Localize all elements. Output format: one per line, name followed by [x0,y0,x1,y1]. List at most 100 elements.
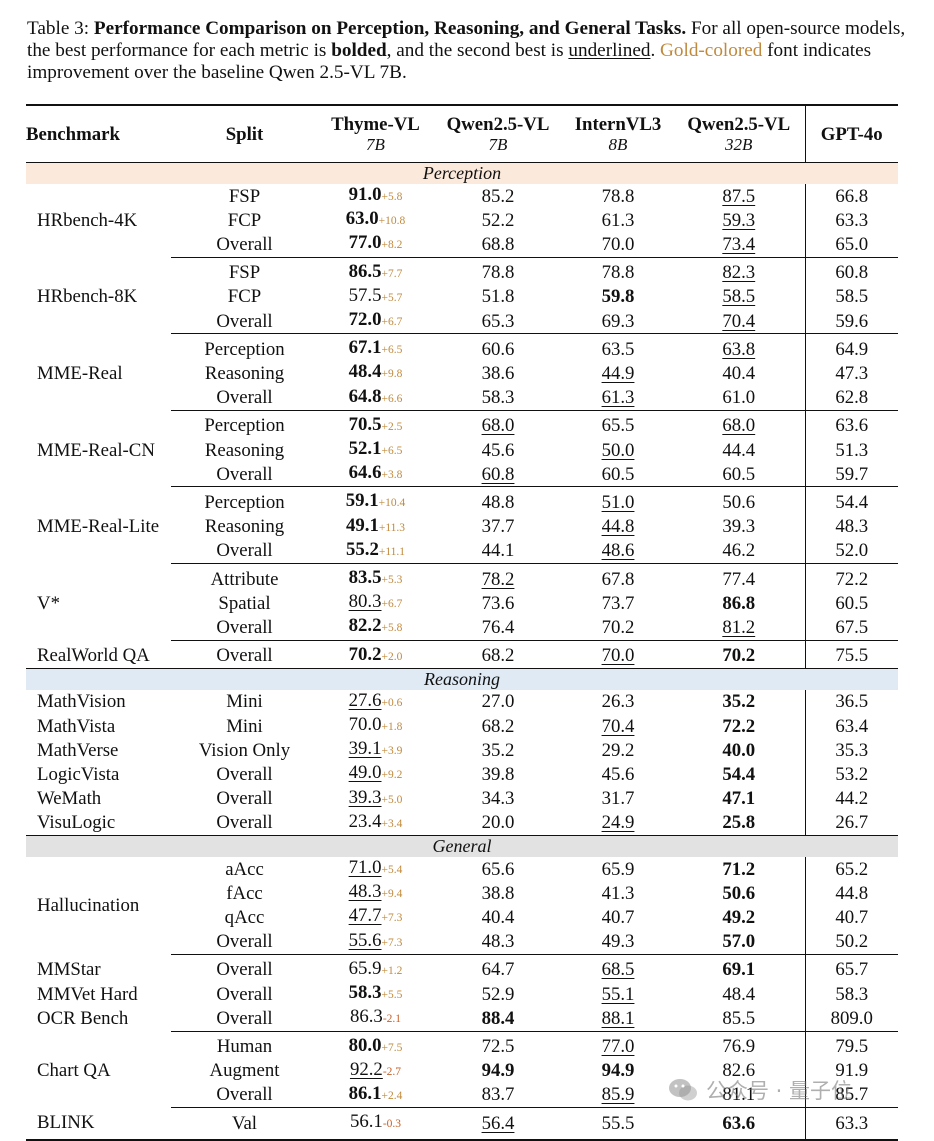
cell-benchmark: WeMath [37,788,102,810]
value-qwen32: 86.8 [722,592,756,614]
table-row: Reasoning 49.1+11.3 37.7 44.8 39.3 48.3 [26,514,898,539]
cell-intern: 78.8 [563,184,673,208]
value-qwen7: 51.8 [481,286,515,308]
value-thyme: 86.1 [348,1082,382,1104]
value-intern: 70.0 [601,233,635,255]
cell-split: FSP [228,185,261,207]
value-qwen7: 34.3 [481,788,515,810]
value-thyme: 86.3 [349,1006,383,1028]
value-qwen7: 65.6 [481,858,515,880]
value-intern: 69.3 [601,310,635,332]
table-row: Hallucination aAcc 71.0+5.4 65.6 65.9 71.2 65.… [26,857,898,916]
value-qwen32: 25.8 [722,812,756,834]
cell-qwen32: 58.5 [673,285,805,309]
cell-qwen7: 56.4 [433,1107,563,1141]
value-thyme: 23.4 [348,810,382,832]
thyme-delta: +9.4 [381,888,403,901]
cell-qwen32: 70.4 [673,309,805,334]
thyme-delta: +3.4 [381,817,403,830]
cell-qwen7: 73.6 [433,591,563,615]
cell-split: Overall [216,788,273,810]
value-thyme: 55.6 [348,929,382,951]
cell-thyme: 48.4+9.8 [318,361,433,385]
cell-intern: 70.4 [563,714,673,738]
value-intern: 67.8 [601,568,635,590]
cell-qwen7: 68.2 [433,714,563,738]
cell-split: aAcc [225,858,264,880]
cell-split: Overall [216,931,273,953]
value-qwen7: 68.0 [481,415,515,437]
cell-qwen32: 49.2 [673,905,805,929]
table-row: Reasoning 52.1+6.5 45.6 50.0 44.4 51.3 [26,438,898,463]
thyme-delta: +1.2 [381,964,403,977]
cell-gpt: 65.2 [804,857,898,882]
cell-qwen7: 78.2 [433,563,563,592]
value-thyme: 86.5 [348,260,382,282]
table-row: Overall 64.8+6.6 58.3 61.3 61.0 62.8 [26,385,898,411]
value-qwen32: 68.0 [722,415,756,437]
table-row: Chart QA Human 80.0+7.5 72.5 77.0 76.9 79.5 [26,1030,898,1081]
header-qwen7-size: 7B [488,135,508,154]
value-intern: 59.8 [601,286,635,308]
value-intern: 51.0 [601,491,635,513]
cell-qwen32: 50.6 [673,486,805,515]
cell-gpt: 44.2 [804,786,898,811]
cell-split: Overall [216,812,273,834]
cell-qwen7: 68.2 [433,639,563,669]
cell-intern: 88.1 [563,1006,673,1031]
header-intern-size: 8B [608,135,628,154]
cell-qwen7: 58.3 [433,386,563,411]
cell-qwen32: 82.6 [673,1059,805,1083]
thyme-delta: +11.3 [378,521,406,534]
cell-intern: 61.3 [563,208,673,232]
cell-gpt: 75.5 [804,639,898,669]
value-intern: 94.9 [601,1060,635,1082]
cell-intern: 50.0 [563,438,673,462]
value-qwen7: 38.8 [481,882,515,904]
value-intern: 70.0 [601,645,635,667]
value-qwen7: 60.6 [481,338,515,360]
thyme-delta: +5.4 [381,864,403,877]
cell-intern: 24.9 [563,811,673,836]
cell-benchmark: Chart QA [37,1060,111,1082]
cell-split: Overall [216,310,273,332]
thyme-delta: +7.5 [381,1041,403,1054]
cell-split: Perception [171,486,318,515]
cell-qwen32: 40.0 [673,738,805,762]
caption-title: Performance Comparison on Perception, Re… [93,18,687,39]
value-qwen32: 87.5 [722,185,756,207]
header-qwen7: Qwen2.5-VL 7B [433,105,563,163]
cell-benchmark: HRbench-8K [37,286,138,308]
value-qwen7: 72.5 [481,1036,515,1057]
value-qwen32: 85.5 [722,1007,756,1029]
cell-thyme: 48.3+9.4 [318,881,433,905]
value-thyme: 39.3 [348,786,382,808]
cell-thyme: 80.3+6.7 [318,591,433,615]
cell-qwen32: 69.1 [673,953,805,983]
cell-split: qAcc [224,906,265,928]
header-benchmark: Benchmark [26,123,120,145]
table-row: MathVerse Vision Only 39.1+3.9 35.2 29.2 40.0… [26,738,898,763]
cell-gpt: 65.7 [804,953,898,983]
cell-gpt: 85.7 [804,1082,898,1108]
cell-benchmark: RealWorld QA [37,644,150,666]
cell-qwen7: 48.3 [433,930,563,955]
value-thyme: 49.0 [348,762,382,784]
value-qwen32: 50.6 [722,491,756,513]
section-row-reasoning: Reasoning [26,667,898,690]
cell-thyme: 92.2-2.7 [318,1059,433,1083]
cell-intern: 85.9 [563,1083,673,1108]
value-intern: 29.2 [601,739,635,761]
table-row: MME-Real-Lite Perception 59.1+10.4 48.8 51.0… [26,486,898,537]
value-qwen32: 81.1 [722,1084,756,1106]
value-qwen32: 60.5 [722,463,756,485]
cell-split: FCP [227,286,262,308]
value-qwen32: 47.1 [722,788,756,810]
cell-gpt: 63.3 [804,1107,898,1141]
cell-thyme: 23.4+3.4 [318,811,433,836]
cell-intern: 73.7 [563,591,673,615]
cell-gpt: 54.4 [804,486,898,515]
cell-qwen32: 85.5 [673,1006,805,1031]
cell-intern: 77.0 [563,1030,673,1059]
cell-benchmark: OCR Bench [37,1008,129,1030]
